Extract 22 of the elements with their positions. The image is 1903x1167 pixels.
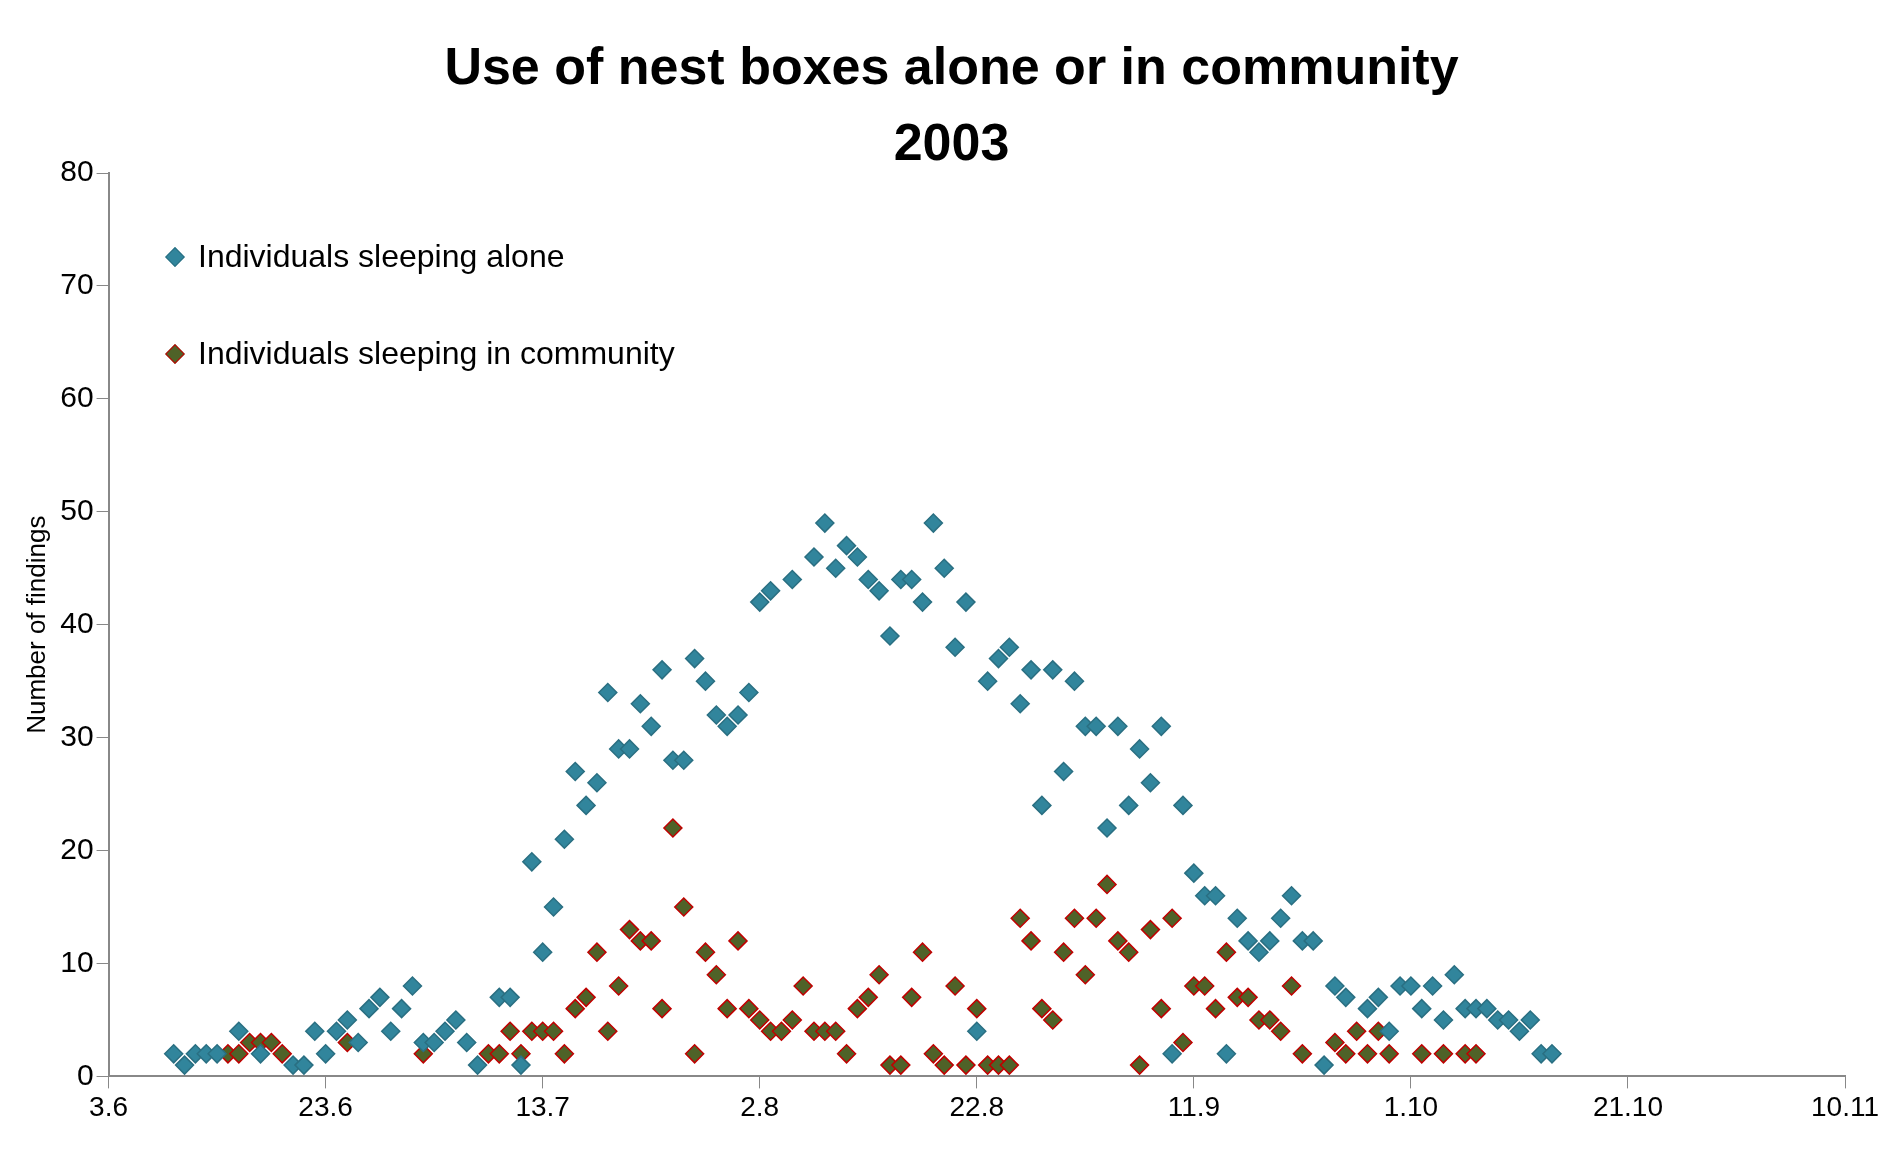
legend-label: Individuals sleeping alone	[198, 238, 565, 275]
y-tick-label: 20	[60, 831, 94, 865]
x-tick-label: 13.7	[515, 1090, 570, 1122]
x-tick-label: 11.9	[1167, 1090, 1221, 1122]
x-tick-label: 2.8	[740, 1090, 780, 1122]
y-tick-label: 10	[60, 944, 94, 978]
y-tick-label: 30	[60, 718, 94, 752]
x-tick-label: 23.6	[298, 1090, 353, 1122]
y-tick-label: 80	[60, 154, 94, 188]
y-axis-title: Number of findings	[20, 515, 51, 734]
x-tick-label: 10.11	[1811, 1090, 1879, 1122]
y-tick-label: 60	[60, 380, 94, 414]
y-tick-label: 70	[60, 267, 94, 301]
legend-label: Individuals sleeping in community	[198, 335, 675, 372]
y-tick-label: 50	[60, 493, 94, 527]
x-tick-label: 1.10	[1383, 1090, 1439, 1122]
y-tick-label: 0	[76, 1057, 94, 1091]
y-tick-label: 40	[60, 605, 94, 639]
chart-title: Use of nest boxes alone or in community 2003	[443, 36, 1460, 173]
x-tick-label: 3.6	[89, 1090, 129, 1122]
x-tick-label: 21.10	[1592, 1090, 1663, 1122]
x-tick-label: 22.8	[949, 1090, 1005, 1122]
